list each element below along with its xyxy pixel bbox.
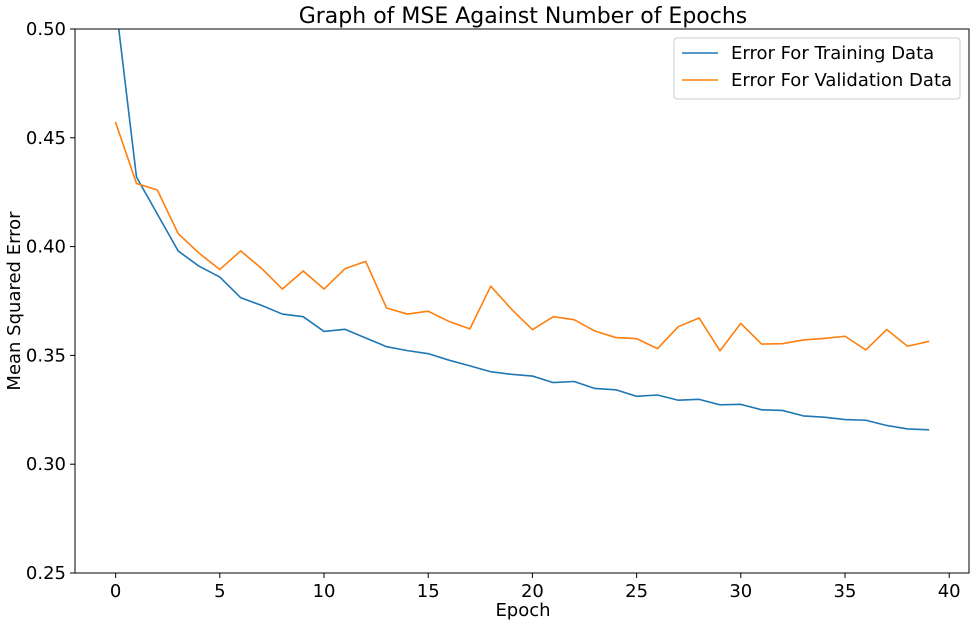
x-tick-label: 0: [110, 581, 121, 602]
y-tick-label: 0.30: [26, 454, 66, 475]
x-tick-label: 30: [729, 581, 752, 602]
y-tick-label: 0.50: [26, 19, 66, 40]
y-tick-label: 0.40: [26, 237, 66, 258]
y-tick-label: 0.25: [26, 563, 66, 584]
plot-frame: [74, 28, 970, 574]
training-data-line: [117, 29, 930, 431]
x-tick-label: 5: [214, 581, 225, 602]
legend-box: [673, 37, 961, 100]
axis-ticks: 0 5 10 15 20 25 30 35 40 0.25 0.30 0.35 0.40 0.45 0.50: [26, 19, 961, 602]
chart-title: Graph of MSE Against Number of Epochs: [299, 4, 748, 29]
x-axis-label: Epoch: [495, 600, 550, 621]
validation-data-line: [114, 121, 930, 352]
x-tick-label: 15: [417, 581, 440, 602]
legend: Error For Training Data Error For Valida…: [673, 37, 961, 100]
x-tick-label: 10: [313, 581, 336, 602]
y-tick-label: 0.35: [26, 345, 66, 366]
x-tick-label: 25: [625, 581, 648, 602]
x-tick-label: 20: [521, 581, 544, 602]
y-tick-label: 0.45: [26, 128, 66, 149]
y-axis-label: Mean Squared Error: [4, 211, 25, 391]
legend-label-training: Error For Training Data: [731, 43, 934, 64]
x-tick-label: 40: [938, 581, 961, 602]
x-tick-label: 35: [834, 581, 857, 602]
legend-label-validation: Error For Validation Data: [731, 70, 952, 91]
series-lines: [114, 29, 930, 431]
